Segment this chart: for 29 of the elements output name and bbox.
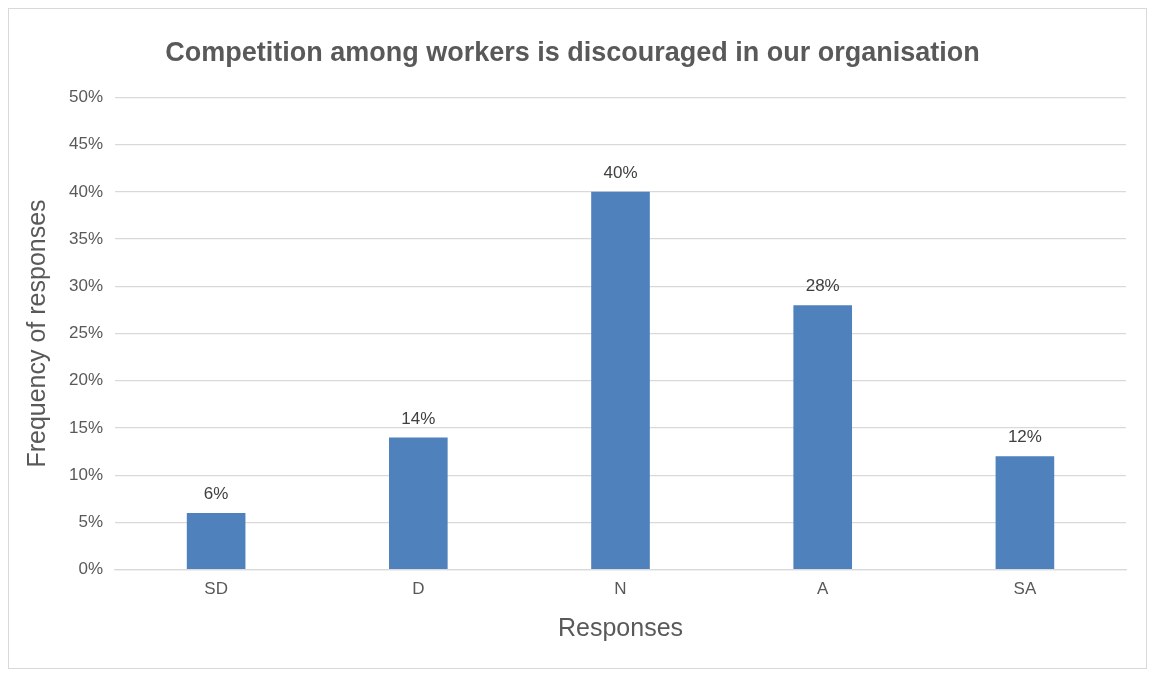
y-tick-label: 15% (68, 417, 104, 437)
x-tick-label: SA (1013, 579, 1037, 599)
data-label: 40% (603, 163, 638, 183)
data-label: 12% (1007, 427, 1042, 447)
data-label: 28% (805, 276, 840, 296)
y-tick-label: 0% (78, 559, 104, 579)
bar (591, 191, 650, 569)
data-label: 14% (401, 408, 436, 428)
bar (793, 305, 853, 569)
y-tick-label: 50% (68, 87, 104, 107)
x-tick-label: N (614, 579, 627, 599)
y-tick-label: 35% (68, 228, 104, 248)
chart-title: Competition among workers is discouraged in our organisation (165, 36, 980, 67)
y-tick-label: 30% (68, 275, 104, 295)
y-tick-label: 25% (68, 323, 104, 343)
bar (186, 512, 246, 569)
bar (995, 456, 1055, 569)
y-axis-title: Frequency of responses (21, 199, 50, 468)
x-tick-label: SD (204, 579, 228, 599)
x-axis-title: Responses (557, 612, 684, 641)
x-tick-label: D (412, 579, 425, 599)
y-tick-label: 40% (68, 181, 104, 201)
data-label: 6% (203, 484, 229, 504)
bar (389, 437, 448, 569)
y-tick-label: 5% (78, 512, 104, 532)
y-tick-label: 10% (68, 464, 104, 484)
x-tick-label: A (817, 579, 830, 599)
y-tick-label: 20% (68, 370, 104, 390)
y-tick-label: 45% (68, 134, 104, 154)
